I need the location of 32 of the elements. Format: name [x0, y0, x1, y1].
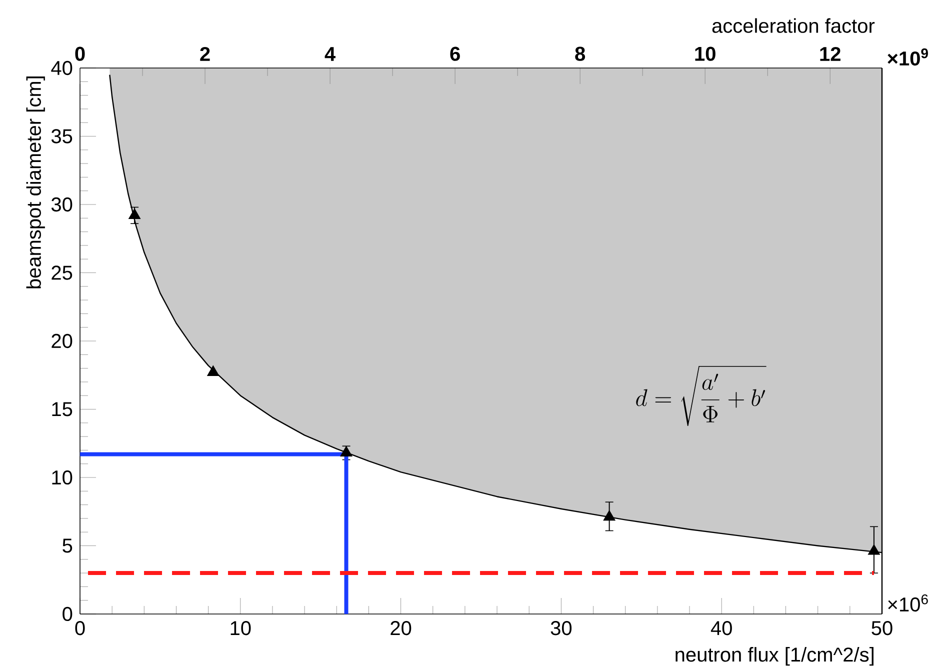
x-tick-label: 10 [230, 621, 251, 636]
point [207, 366, 220, 376]
x-tick-label: 40 [710, 621, 732, 636]
point [340, 446, 352, 457]
x2-tick-label: 0 [75, 46, 85, 61]
x-tick-label: 0 [75, 621, 85, 636]
x-axis-title: neutron flux [1/cm^2/s] [676, 647, 874, 666]
x-tick-label: 30 [550, 621, 572, 636]
y-tick-label: 35 [51, 129, 72, 144]
x2-tick-label: 6 [450, 46, 460, 61]
x2-tick-label: 8 [575, 46, 586, 61]
y-tick-label: 30 [51, 197, 72, 212]
text: ×10$^{9}$ [888, 48, 928, 66]
x-tick-label: 50 [872, 621, 892, 636]
text: ×10$^{6}$ [888, 594, 928, 612]
x2-tick-label: 12 [820, 46, 840, 61]
point [868, 544, 880, 555]
x2-tick-label: 4 [324, 47, 336, 61]
y-axis-title: beamspot diameter [cm] [26, 76, 45, 288]
y-tick-label: 40 [51, 60, 72, 76]
y-tick-label: 0 [62, 606, 72, 622]
point [603, 510, 616, 521]
x2-tick-label: 10 [695, 46, 716, 61]
y-tick-label: 15 [52, 402, 72, 416]
y-tick-label: 5 [62, 538, 72, 553]
x2-axis-title: acceleration factor [712, 18, 875, 33]
annotation: $d = \sqrt{\frac{a'}{\Phi} + b'}$ [636, 366, 766, 426]
x-tick-label: 20 [390, 621, 412, 636]
y-tick-label: 20 [52, 334, 72, 348]
y-tick-label: 25 [52, 266, 72, 280]
x2-tick-label: 2 [200, 46, 210, 61]
y-tick-label: 10 [52, 470, 72, 485]
